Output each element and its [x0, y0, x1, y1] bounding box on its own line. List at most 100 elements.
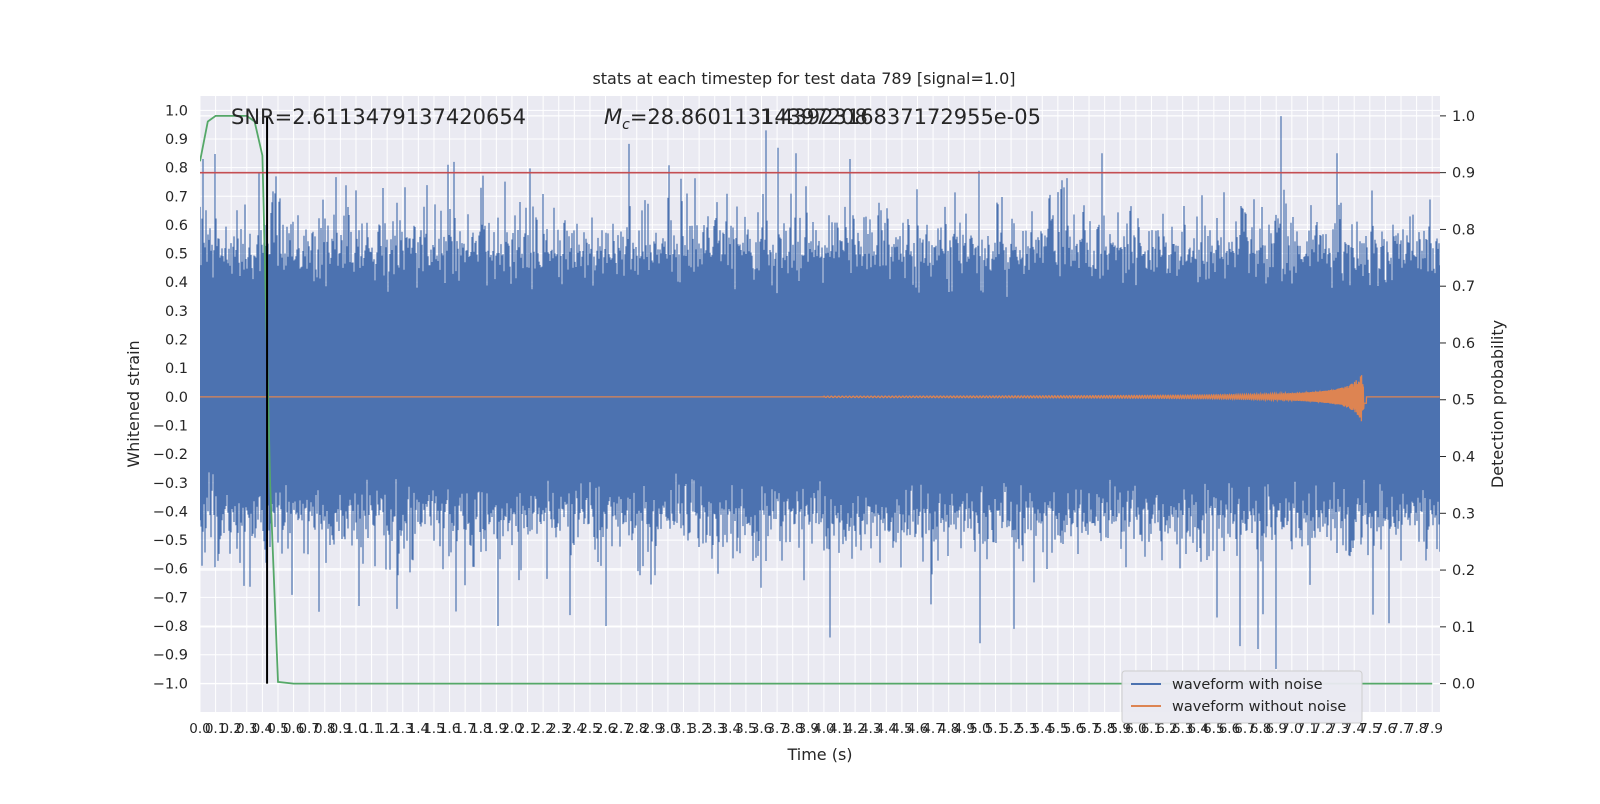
x-tick-label: 1.0: [345, 721, 366, 737]
x-tick-label: 0.9: [330, 721, 351, 737]
x-tick-label: 6.5: [1203, 721, 1224, 737]
x-tick-label: 5.3: [1016, 721, 1037, 737]
chart-title: stats at each timestep for test data 789…: [592, 69, 1015, 88]
x-tick-label: 7.9: [1421, 721, 1442, 737]
x-tick-label: 2.9: [642, 721, 663, 737]
x-tick-label: 3.5: [735, 721, 756, 737]
x-tick-label: 4.7: [922, 721, 943, 737]
y2-tick-label: 0.3: [1452, 506, 1475, 522]
x-tick-label: 0.4: [252, 721, 273, 737]
x-tick-label: 1.7: [454, 721, 475, 737]
x-tick-label: 2.3: [548, 721, 569, 737]
y-tick-label: −0.6: [153, 562, 188, 578]
snr-annotation: SNR=2.6113479137420654: [231, 105, 526, 129]
x-tick-label: 3.6: [751, 721, 772, 737]
x-tick-label: 6.7: [1234, 721, 1255, 737]
x-tick-label: 3.9: [798, 721, 819, 737]
x-tick-label: 5.0: [969, 721, 990, 737]
y-axis-label: Whitened strain: [124, 340, 143, 467]
x-tick-label: 4.5: [891, 721, 912, 737]
x-tick-label: 6.4: [1187, 721, 1208, 737]
x-tick-label: 1.9: [486, 721, 507, 737]
legend-box: [1121, 670, 1363, 724]
y2-tick-label: 0.0: [1452, 677, 1475, 693]
chirp-mass-annotation: Mc=28.86011314397208: [604, 105, 868, 133]
y-tick-label: −0.8: [153, 619, 188, 635]
y-tick-label: 0.6: [165, 218, 188, 234]
x-tick-label: 7.4: [1343, 721, 1364, 737]
x-tick-label: 1.2: [376, 721, 397, 737]
x-tick-label: 0.0: [189, 721, 210, 737]
x-tick-label: 0.7: [298, 721, 319, 737]
y-tick-label: 0.2: [165, 333, 188, 349]
x-tick-label: 6.3: [1172, 721, 1193, 737]
x-tick-label: 1.6: [439, 721, 460, 737]
x-tick-label: 5.6: [1063, 721, 1084, 737]
x-tick-label: 3.8: [782, 721, 803, 737]
x-tick-label: 4.9: [954, 721, 975, 737]
x-tick-label: 4.0: [813, 721, 834, 737]
x-tick-label: 6.6: [1219, 721, 1240, 737]
y-tick-label: 1.0: [165, 103, 188, 119]
x-tick-label: 4.6: [907, 721, 928, 737]
y2-tick-label: 0.6: [1452, 336, 1475, 352]
x-tick-label: 5.2: [1000, 721, 1021, 737]
x-tick-label: 5.1: [985, 721, 1006, 737]
y2-tick-label: 0.5: [1452, 393, 1475, 409]
x-tick-label: 5.7: [1078, 721, 1099, 737]
y2-tick-label: 0.7: [1452, 279, 1475, 295]
y-tick-label: 0.5: [165, 247, 188, 263]
x-tick-label: 0.8: [314, 721, 335, 737]
x-tick-label: 2.2: [532, 721, 553, 737]
y-tick-label: 0.1: [165, 361, 188, 377]
x-tick-label: 5.8: [1094, 721, 1115, 737]
y-tick-label: −0.7: [153, 590, 188, 606]
series-waveform-with-noise: [200, 116, 1440, 669]
legend-entry-clean: waveform without noise: [1172, 699, 1346, 715]
x-tick-label: 3.4: [720, 721, 741, 737]
x-tick-label: 4.1: [829, 721, 850, 737]
x-tick-label: 4.3: [860, 721, 881, 737]
x-tick-label: 4.8: [938, 721, 959, 737]
noise-waveform-path: [200, 116, 1440, 669]
x-tick-label: 2.1: [517, 721, 538, 737]
x-tick-label: 3.3: [704, 721, 725, 737]
x-tick-label: 2.8: [626, 721, 647, 737]
y2-tick-label: 0.4: [1452, 450, 1475, 466]
y-tick-label: −1.0: [153, 676, 188, 692]
x-tick-label: 3.0: [657, 721, 678, 737]
x-tick-label: 7.0: [1281, 721, 1302, 737]
x-tick-label: 6.2: [1156, 721, 1177, 737]
x-tick-label: 6.0: [1125, 721, 1146, 737]
x-tick-label: 1.1: [361, 721, 382, 737]
x-tick-labels: 0.00.10.20.30.40.50.60.70.80.91.01.11.21…: [189, 721, 1443, 737]
chirp-mass-symbol: M: [604, 105, 622, 129]
legend: waveform with noise waveform without noi…: [1121, 670, 1363, 724]
x-tick-label: 1.4: [408, 721, 429, 737]
y-tick-label: −0.4: [153, 504, 188, 520]
x-tick-label: 0.6: [283, 721, 304, 737]
x-tick-label: 6.8: [1250, 721, 1271, 737]
y-tick-label: −0.5: [153, 533, 188, 549]
series-detection-probability: [200, 115, 1433, 685]
y2-tick-label: 0.2: [1452, 563, 1475, 579]
chirp-mass-subscript: c: [622, 117, 630, 133]
y2-tick-labels: 1.0 0.9 0.8 0.7 0.6 0.5 0.4 0.3 0.2 0.1 0.0: [1440, 109, 1475, 693]
x-tick-label: 7.7: [1390, 721, 1411, 737]
x-tick-label: 0.2: [220, 721, 241, 737]
overlap-annotation: 1.4392316837172955e-05: [760, 105, 1041, 129]
x-tick-label: 2.7: [610, 721, 631, 737]
x-tick-label: 2.0: [501, 721, 522, 737]
x-tick-label: 5.4: [1032, 721, 1053, 737]
detection-probability-path: [200, 115, 1433, 685]
x-tick-label: 3.7: [766, 721, 787, 737]
clean-chirp-path: [200, 375, 1440, 422]
x-tick-label: 7.1: [1297, 721, 1318, 737]
x-tick-label: 2.5: [579, 721, 600, 737]
x-tick-label: 1.8: [470, 721, 491, 737]
x-tick-label: 7.5: [1359, 721, 1380, 737]
y-tick-label: −0.3: [153, 476, 188, 492]
x-tick-label: 0.3: [236, 721, 257, 737]
